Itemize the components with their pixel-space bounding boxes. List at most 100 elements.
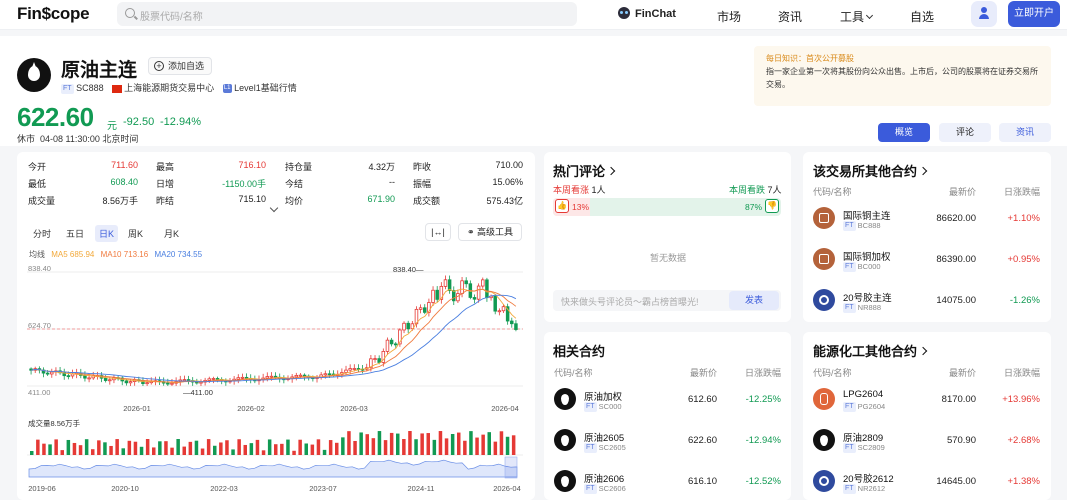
nav-market[interactable]: 市场: [717, 10, 742, 24]
tab-overview[interactable]: 概览: [878, 123, 930, 142]
contract-price: 86390.00: [936, 254, 976, 265]
stat-label: 振幅: [413, 179, 432, 189]
volume-bar: [267, 439, 272, 455]
chart-card: [17, 152, 535, 500]
contract-row[interactable]: 原油2605 FT SC2605 622.60 -12.94%: [554, 429, 782, 455]
nav-tools[interactable]: 工具: [840, 8, 874, 25]
period-weekly-k[interactable]: 周K: [128, 229, 144, 239]
contract-row[interactable]: 原油2809 FT SC2809 570.90 +2.68%: [813, 429, 1041, 455]
volume-bar: [280, 443, 284, 455]
volume-bar: [48, 444, 52, 455]
x-axis-label: 2026-04: [491, 404, 519, 413]
candle-body: [186, 379, 191, 381]
volume-bar: [164, 441, 168, 455]
volume-bar: [511, 435, 516, 455]
candle-body: [182, 379, 187, 381]
thumbs-down-icon[interactable]: 👎: [765, 199, 779, 213]
period-monthly-k[interactable]: 月K: [164, 229, 180, 239]
contract-change: +0.95%: [1007, 254, 1041, 265]
contract-row[interactable]: 20号胶主连 FT NR888 14075.00 -1.26%: [813, 289, 1041, 315]
candle-body: [398, 329, 402, 345]
contract-row[interactable]: 原油2606 FT SC2606 616.10 -12.52%: [554, 470, 782, 496]
contract-code: FT SC2606: [584, 484, 626, 495]
volume-bar: [109, 445, 113, 455]
candle-body: [124, 380, 129, 384]
user-account-button[interactable]: [971, 1, 997, 27]
contract-row[interactable]: 国际铜加权 FT BC000 86390.00 +0.95%: [813, 248, 1041, 274]
contract-code: FT SC2605: [584, 443, 626, 454]
high-marker: 838.40—: [393, 265, 424, 274]
comment-input[interactable]: 快来做头号评论员～霸占榜首曝光! 发表: [553, 290, 781, 311]
volume-bar: [54, 439, 58, 455]
crude-oil-icon: [554, 388, 576, 410]
contract-name: LPG2604: [843, 389, 884, 400]
nav-finchat[interactable]: FinChat: [635, 8, 676, 20]
candle-body: [145, 382, 149, 385]
volume-bar: [499, 431, 504, 455]
candle-body: [352, 368, 357, 370]
volume-bar: [84, 439, 89, 455]
fit-width-button[interactable]: |↔|: [425, 223, 451, 241]
volume-bar: [444, 438, 449, 455]
x-axis-label: 2026-01: [123, 404, 151, 413]
volume-bar: [274, 444, 278, 455]
candle-body: [327, 373, 332, 376]
volume-bar: [225, 440, 229, 455]
period-5day[interactable]: 五日: [66, 229, 85, 239]
stat-value: --: [389, 177, 395, 187]
add-watchlist-button[interactable]: + 添加自选: [148, 57, 212, 75]
stat-label: 昨收: [413, 162, 432, 172]
stat-value: 716.10: [238, 160, 266, 170]
candle-body: [128, 381, 133, 384]
volume-bar: [353, 440, 357, 455]
candle-body: [170, 382, 174, 385]
contract-row[interactable]: 原油加权 FT SC000 612.60 -12.25%: [554, 388, 782, 414]
open-account-button[interactable]: 立即开户: [1008, 1, 1060, 27]
volume-bar: [145, 439, 150, 455]
volume-bar: [450, 434, 455, 455]
thumbs-up-icon[interactable]: 👍: [555, 199, 569, 213]
instrument-code: SC888: [76, 83, 104, 93]
volume-bar: [194, 440, 199, 455]
chevron-right-icon: [918, 166, 928, 176]
rubber-icon: [813, 289, 835, 311]
stat-label: 持仓量: [285, 162, 313, 172]
finscope-logo[interactable]: Fin$cope: [17, 4, 90, 23]
contract-name: 20号胶主连: [843, 293, 892, 304]
period-daily-k[interactable]: 日K: [95, 225, 119, 242]
stat-label: 成交量: [28, 196, 56, 206]
exchange-other-title[interactable]: 该交易所其他合约: [813, 161, 928, 180]
stat-value: 671.90: [367, 194, 395, 204]
nav-news[interactable]: 资讯: [778, 10, 803, 24]
candle-body: [485, 279, 489, 299]
col-header-name: 代码/名称: [554, 368, 593, 378]
candle-body: [452, 290, 456, 302]
tab-news[interactable]: 资讯: [999, 123, 1051, 142]
col-header-change: 日涨跌幅: [744, 368, 781, 378]
candle-body: [439, 285, 444, 300]
contract-change: +13.96%: [1002, 394, 1040, 405]
energy-other-title[interactable]: 能源化工其他合约: [813, 341, 928, 360]
nav-watchlist[interactable]: 自选: [910, 10, 935, 24]
send-comment-button[interactable]: 发表: [729, 291, 779, 310]
volume-bar: [408, 431, 412, 455]
advanced-tools-button[interactable]: ⚭ 高级工具: [458, 223, 522, 241]
kline-chart[interactable]: 838.40 624.70 411.00 838.40— —411.00 2026-01 2…: [17, 258, 535, 500]
stat-value: 4.32万: [368, 162, 395, 172]
candle-body: [410, 323, 415, 330]
finchat-robot-icon[interactable]: [618, 7, 630, 19]
contract-row[interactable]: 国际铜主连 FT BC888 86620.00 +1.10%: [813, 207, 1041, 233]
search-input[interactable]: 股票代码/名称: [117, 2, 577, 26]
contract-row[interactable]: 20号胶2612 FT NR2612 14645.00 +1.38%: [813, 470, 1041, 496]
volume-bar: [237, 439, 241, 455]
tab-comments[interactable]: 评论: [939, 123, 991, 142]
candle-body: [460, 280, 464, 294]
exchange-name: 上海能源期货交易中心: [124, 83, 215, 93]
candle-body: [298, 374, 303, 377]
period-intraday[interactable]: 分时: [33, 229, 52, 239]
overview-x-label: 2023-07: [309, 484, 337, 493]
contract-row[interactable]: LPG2604 FT PG2604 8170.00 +13.96%: [813, 388, 1041, 414]
hot-comments-title[interactable]: 热门评论: [553, 161, 616, 180]
stat-label: 最高: [156, 162, 175, 172]
volume-bar: [188, 441, 193, 455]
